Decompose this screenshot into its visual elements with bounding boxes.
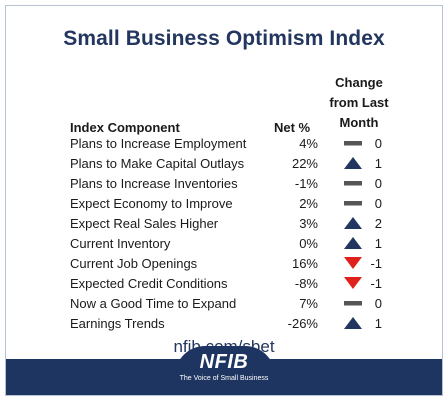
net-value: 7% xyxy=(299,296,318,311)
trend-up-icon xyxy=(344,217,362,229)
component-label: Current Job Openings xyxy=(70,256,198,271)
component-label: Expect Real Sales Higher xyxy=(70,216,219,231)
nfib-tagline: The Voice of Small Business xyxy=(179,375,269,382)
net-value: -26% xyxy=(287,316,318,331)
trend-up-icon xyxy=(344,157,362,169)
change-value: 0 xyxy=(374,196,382,211)
component-label: Earnings Trends xyxy=(70,316,165,331)
table-row: Earnings Trends -26% 1 xyxy=(6,313,442,333)
change-value: -1 xyxy=(370,256,382,271)
change-header-line: Month xyxy=(339,115,379,130)
footer-bar: NFIB The Voice of Small Business xyxy=(6,346,442,395)
component-label: Current Inventory xyxy=(70,236,171,251)
table-row: Now a Good Time to Expand 7% 0 xyxy=(6,293,442,313)
change-value: 0 xyxy=(374,296,382,311)
component-label: Plans to Increase Inventories xyxy=(70,176,238,191)
page-title: Small Business Optimism Index xyxy=(63,27,385,50)
trend-up-icon xyxy=(344,237,362,249)
logo-arch xyxy=(175,346,275,376)
table-row: Plans to Make Capital Outlays 22% 1 xyxy=(6,153,442,173)
table-row: Expect Real Sales Higher 3% 2 xyxy=(6,213,442,233)
trend-flat-icon xyxy=(344,301,362,306)
trend-flat-icon xyxy=(344,181,362,186)
table-row: Plans to Increase Employment 4% 0 xyxy=(6,133,442,153)
table-row: Plans to Increase Inventories -1% 0 xyxy=(6,173,442,193)
net-value: 4% xyxy=(299,136,318,151)
component-label: Plans to Increase Employment xyxy=(70,136,247,151)
component-label: Expect Economy to Improve xyxy=(70,196,233,211)
table-row: Expect Economy to Improve 2% 0 xyxy=(6,193,442,213)
change-header-line: from Last xyxy=(329,95,389,110)
net-value: -1% xyxy=(294,176,318,191)
index-card: Small Business Optimism Index Change fro… xyxy=(5,5,443,396)
change-value: 1 xyxy=(374,236,382,251)
trend-flat-icon xyxy=(344,141,362,146)
change-value: 1 xyxy=(374,156,382,171)
net-value: -8% xyxy=(294,276,318,291)
trend-up-icon xyxy=(344,317,362,329)
component-column-header: Index Component xyxy=(70,120,180,135)
net-value: 0% xyxy=(299,236,318,251)
trend-flat-icon xyxy=(344,201,362,206)
change-value: 1 xyxy=(374,316,382,331)
change-column-header: Change from Last Month xyxy=(308,73,410,133)
change-header-line: Change xyxy=(335,75,383,90)
table-row: Current Job Openings 16% -1 xyxy=(6,253,442,273)
table-row: Current Inventory 0% 1 xyxy=(6,233,442,253)
change-value: 2 xyxy=(374,216,382,231)
component-label: Plans to Make Capital Outlays xyxy=(70,156,245,171)
component-label: Expected Credit Conditions xyxy=(70,276,228,291)
component-label: Now a Good Time to Expand xyxy=(70,296,237,311)
trend-down-icon xyxy=(344,277,362,289)
trend-down-icon xyxy=(344,257,362,269)
nfib-logo: NFIB xyxy=(199,351,249,373)
change-value: 0 xyxy=(374,176,382,191)
table-row: Expected Credit Conditions -8% -1 xyxy=(6,273,442,293)
net-column-header: Net % xyxy=(274,120,311,135)
net-value: 16% xyxy=(291,256,318,271)
net-value: 2% xyxy=(299,196,318,211)
net-value: 3% xyxy=(299,216,318,231)
net-value: 22% xyxy=(291,156,318,171)
change-value: -1 xyxy=(370,276,382,291)
change-value: 0 xyxy=(374,136,382,151)
index-table: Plans to Increase Employment 4% 0 Plans to … xyxy=(6,133,442,333)
